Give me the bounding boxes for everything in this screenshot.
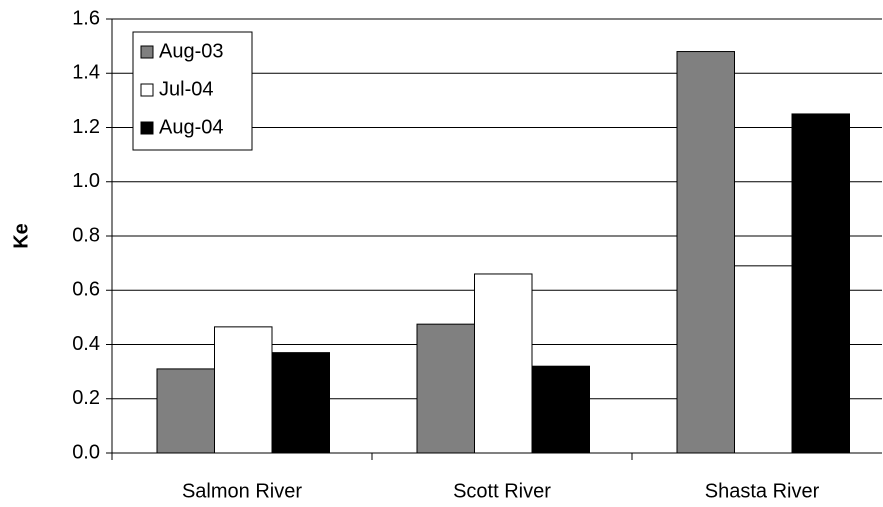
bar	[734, 265, 793, 454]
bar	[416, 323, 475, 454]
bar	[531, 365, 590, 454]
legend-swatch	[140, 45, 154, 59]
x-tick-label: Scott River	[453, 480, 551, 502]
bar	[214, 326, 273, 454]
y-tick-label: 1.0	[72, 170, 100, 192]
y-tick-label: 1.4	[72, 62, 100, 84]
y-tick-label: 1.2	[72, 116, 100, 138]
y-tick-label: 1.6	[72, 7, 100, 29]
legend-swatch	[140, 83, 154, 97]
legend-swatch	[140, 121, 154, 135]
bar	[791, 113, 850, 454]
y-tick-label: 0.8	[72, 224, 100, 246]
legend-label: Aug-04	[159, 116, 224, 138]
bar	[676, 51, 735, 454]
bar	[474, 273, 533, 454]
legend-label: Aug-03	[159, 40, 224, 62]
bar	[271, 352, 330, 454]
y-tick-label: 0.4	[72, 333, 100, 355]
y-tick-label: 0.0	[72, 441, 100, 463]
legend-label: Jul-04	[159, 78, 213, 100]
y-tick-label: 0.6	[72, 279, 100, 301]
y-tick-label: 0.2	[72, 387, 100, 409]
x-tick-label: Shasta River	[705, 480, 820, 502]
y-axis-label: Ke	[10, 223, 32, 249]
x-tick-label: Salmon River	[182, 480, 302, 502]
bar	[156, 368, 215, 454]
